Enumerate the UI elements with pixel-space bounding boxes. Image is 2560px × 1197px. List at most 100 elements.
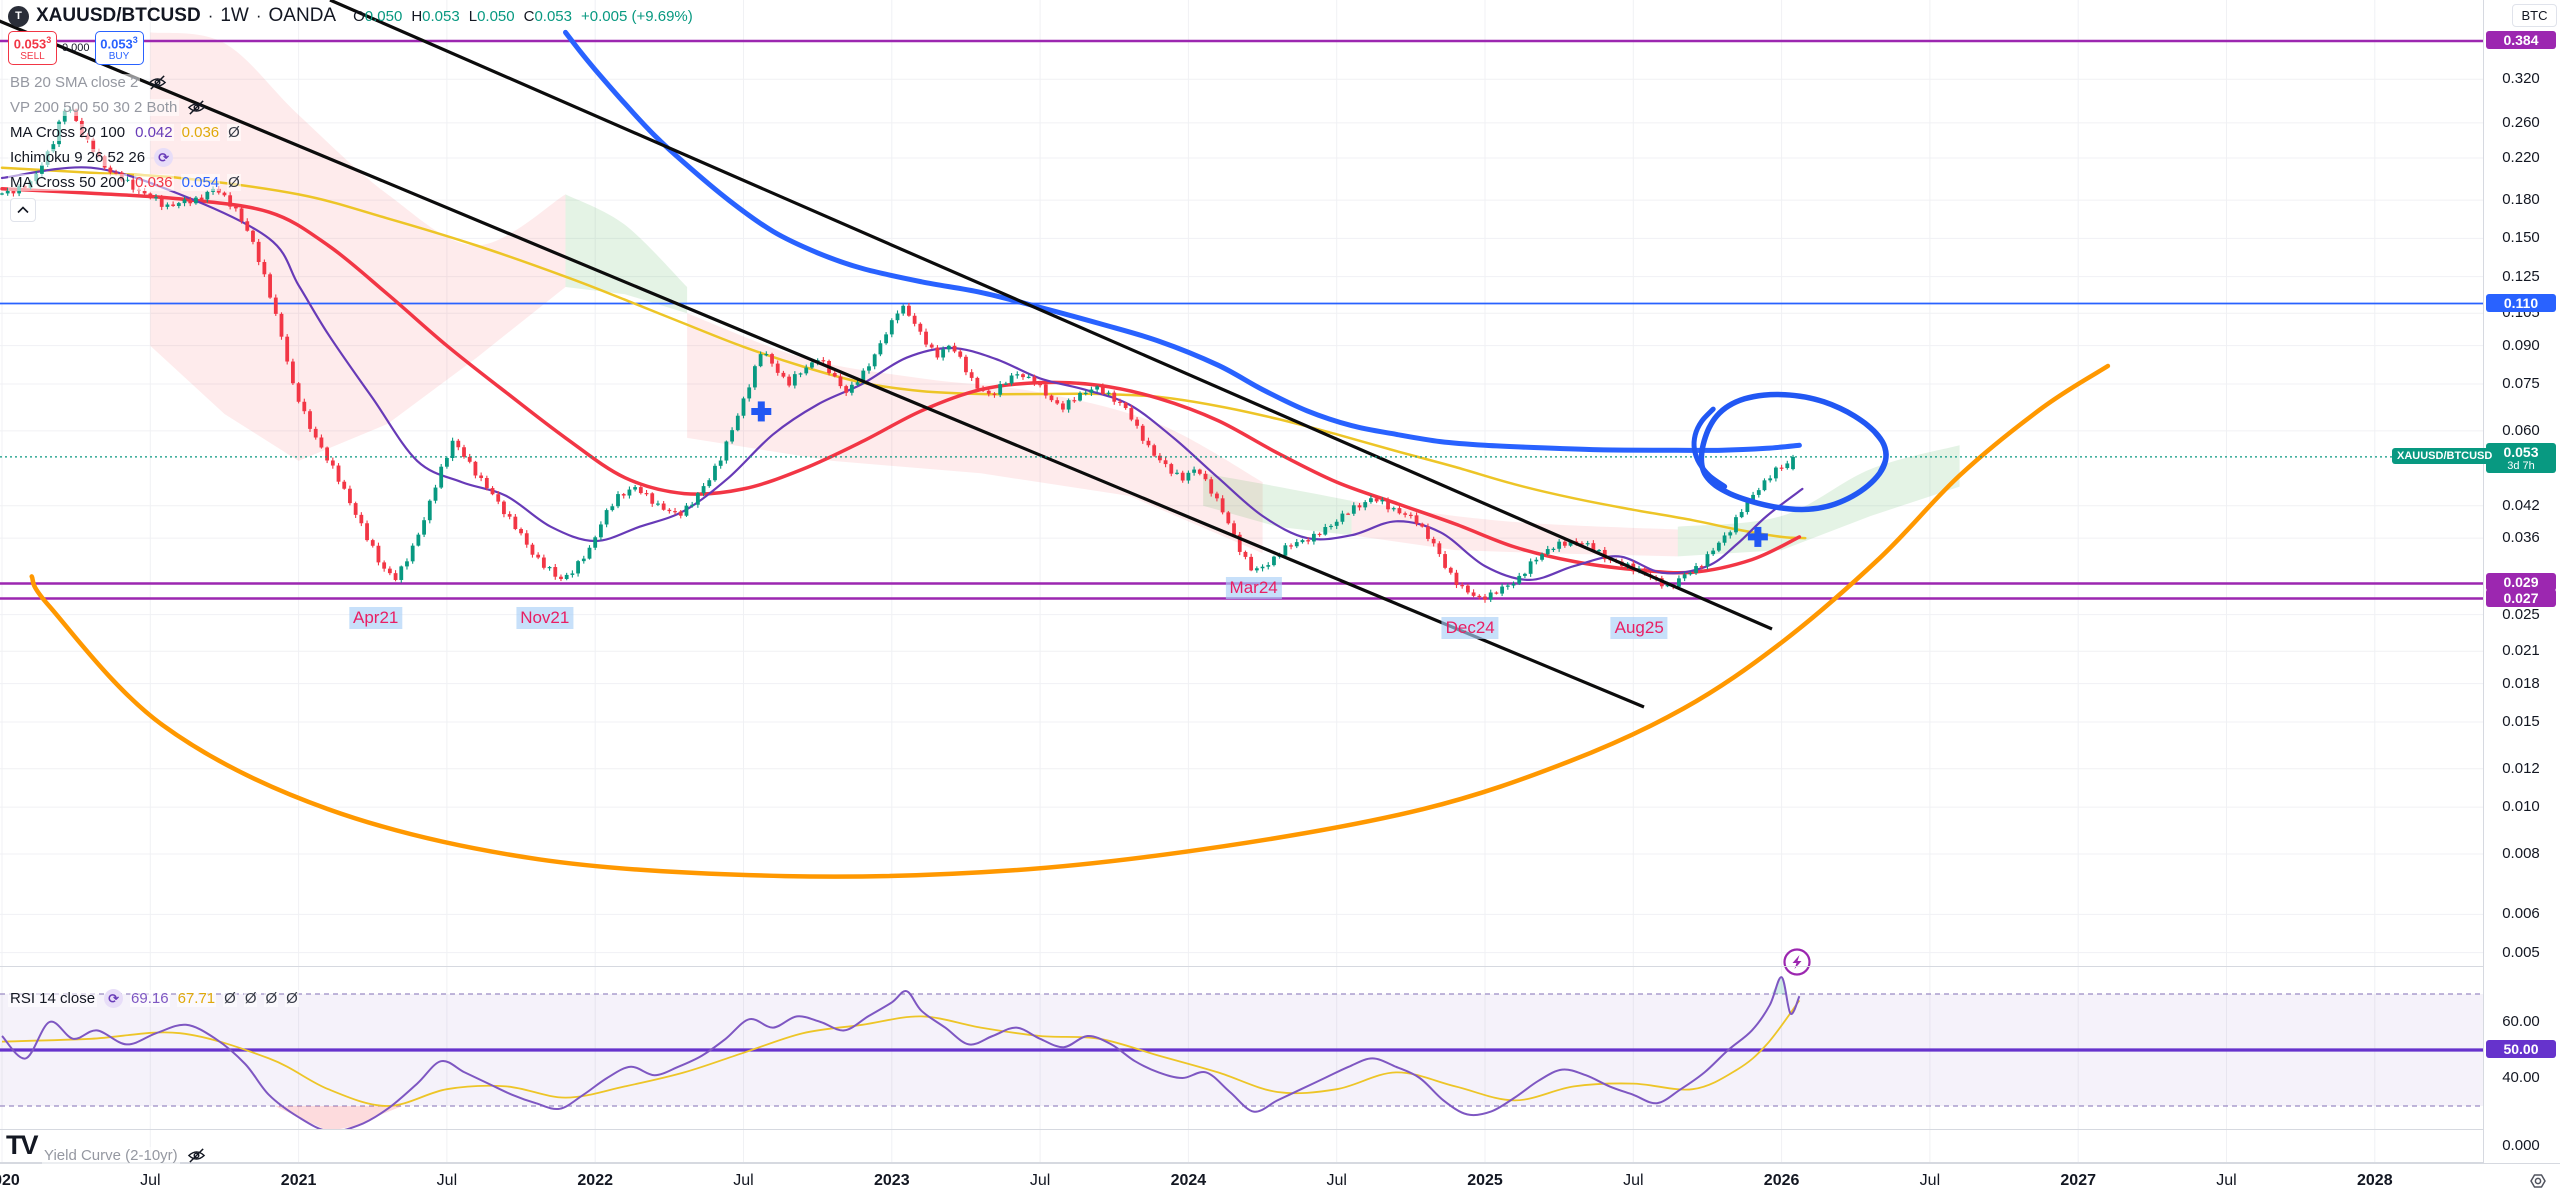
price-tick-label: 0.090 [2502, 336, 2540, 354]
indicator-value: 67.71 [176, 990, 217, 1007]
loading-sync-icon: ⟳ [154, 148, 174, 167]
indicator-name[interactable]: VP 200 500 50 30 2 Both [8, 99, 180, 116]
symbol-name[interactable]: XAUUSD/BTCUSD [36, 5, 201, 26]
price-tick-label: 0.180 [2502, 191, 2540, 209]
indicator-value: Ø [285, 990, 299, 1007]
price-tick-label: 0.012 [2502, 759, 2540, 777]
price-tick-label: 0.036 [2502, 529, 2540, 547]
price-tick-label: 0.021 [2502, 642, 2540, 660]
ma-20-line [0, 166, 1804, 581]
indicator-row[interactable]: MA Cross 20 100 0.042 0.036 Ø [8, 120, 241, 145]
indicator-value: Ø [243, 990, 258, 1007]
price-axis[interactable]: 0.320 0.260 0.220 0.180 0.150 0.125 0.105 0.090… [2483, 0, 2560, 1163]
time-tick-label: Jul [733, 1172, 754, 1189]
open-value: 0.050 [364, 7, 403, 25]
text-annotation-aug25[interactable]: Aug25 [1610, 617, 1668, 639]
ma-cross-marker [1747, 526, 1768, 547]
indicator-row[interactable]: Ichimoku 9 26 52 26 ⟳ [8, 145, 241, 170]
ma-50-line [0, 187, 1802, 575]
indicator-name[interactable]: MA Cross 50 200 [8, 174, 128, 191]
rsi-pane [0, 976, 2483, 1129]
sell-button[interactable]: 0.0533 SELL [8, 31, 57, 66]
indicator-row[interactable]: BB 20 SMA close 2 [8, 70, 241, 95]
symbol-price-flag: XAUUSD/BTCUSD [2392, 447, 2498, 464]
bottom-pane-legend: Yield Curve (2-10yr) [42, 1143, 207, 1168]
price-level-tag: 0.110 [2486, 293, 2556, 312]
indicator-value: Ø [227, 174, 241, 191]
indicator-row[interactable]: RSI 14 close ⟳ 69.16 67.71 Ø Ø Ø Ø [8, 986, 299, 1011]
current-price-tag: 0.053 3d 7h [2486, 442, 2556, 473]
trendline-2[interactable] [329, 0, 1773, 631]
eye-off-icon [187, 100, 206, 115]
change-value: +0.005 (+9.69%) [581, 7, 693, 25]
candlestick-series [0, 106, 1795, 603]
text-annotation-nov21[interactable]: Nov21 [516, 607, 574, 629]
price-tick-label: 0.008 [2502, 844, 2540, 862]
indicator-name[interactable]: Ichimoku 9 26 52 26 [8, 149, 148, 166]
indicator-row[interactable]: VP 200 500 50 30 2 Both [8, 95, 241, 120]
time-tick-label: Jul [1919, 1172, 1941, 1189]
indicator-row[interactable]: Yield Curve (2-10yr) [42, 1143, 207, 1168]
price-tick-label: 0.025 [2502, 605, 2540, 623]
legend: T XAUUSD/BTCUSD · 1W · OANDA O0.050 H0.0… [8, 4, 693, 222]
price-tick-label: 0.042 [2502, 496, 2540, 514]
ichimoku-cloud [687, 313, 1263, 554]
price-tick-label: 0.015 [2502, 712, 2540, 730]
legend-collapse-button[interactable] [10, 198, 36, 222]
time-tick-label: 2025 [1467, 1172, 1503, 1189]
time-tick-label: 2022 [577, 1172, 613, 1189]
indicator-name[interactable]: Yield Curve (2-10yr) [42, 1147, 180, 1164]
price-tick-label: 0.006 [2502, 905, 2540, 923]
symbol-logo-icon: T [8, 5, 29, 27]
indicator-name[interactable]: MA Cross 20 100 [8, 124, 128, 141]
rsi-level-tag: 50.00 [2486, 1040, 2556, 1058]
low-value: 0.050 [477, 7, 515, 25]
indicator-row[interactable]: MA Cross 50 200 0.036 0.054 Ø [8, 170, 241, 195]
time-axis[interactable]: 2020 Jul 2021 Jul 2022 Jul 2023 Jul 2024 Jul 2025 J… [0, 1163, 2560, 1197]
text-annotation-apr21[interactable]: Apr21 [349, 607, 403, 629]
buy-button[interactable]: 0.0533 BUY [94, 31, 144, 66]
visibility-toggle[interactable] [147, 73, 167, 93]
time-tick-label: Jul [2216, 1172, 2237, 1189]
spread-value: 0.000 [62, 42, 90, 55]
currency-toggle-button[interactable]: BTC [2512, 4, 2557, 27]
orange-curve-drawing[interactable] [29, 363, 2111, 879]
time-tick-label: 2026 [1763, 1172, 1800, 1189]
close-value: 0.053 [534, 7, 572, 25]
price-level-tag: 0.384 [2486, 30, 2556, 49]
time-tick-label: 2023 [874, 1172, 910, 1189]
symbol-row[interactable]: T XAUUSD/BTCUSD · 1W · OANDA O0.050 H0.0… [8, 4, 693, 28]
separator-dot: · [255, 6, 262, 25]
indicator-name[interactable]: RSI 14 close [8, 990, 98, 1007]
text-annotation-mar24[interactable]: Mar24 [1225, 577, 1282, 599]
main-pane [0, 0, 2483, 879]
lightning-badge-icon[interactable] [1783, 948, 1811, 976]
time-tick-label: 2027 [2060, 1172, 2096, 1189]
price-tick-label: 0.260 [2502, 113, 2540, 131]
trendline-1[interactable] [0, 0, 1645, 709]
eye-off-icon [148, 75, 167, 90]
visibility-toggle[interactable] [186, 98, 206, 118]
rsi-tick-label: 40.00 [2502, 1069, 2540, 1086]
ellipse-drawing[interactable] [1698, 391, 1889, 513]
time-tick-label: Jul [436, 1172, 458, 1189]
indicator-value: 0.042 [134, 124, 174, 141]
rsi-legend: RSI 14 close ⟳ 69.16 67.71 Ø Ø Ø Ø [8, 986, 299, 1011]
separator-dot: · [207, 6, 214, 25]
price-level-tag: 0.027 [2486, 588, 2556, 607]
countdown-timer: 3d 7h [2507, 459, 2535, 472]
text-annotation-dec24[interactable]: Dec24 [1441, 617, 1499, 639]
axis-settings-icon[interactable] [2528, 1171, 2548, 1196]
visibility-toggle[interactable] [187, 1146, 207, 1166]
indicator-name[interactable]: BB 20 SMA close 2 [8, 74, 141, 91]
indicator-list: BB 20 SMA close 2 VP 200 500 50 30 2 Both… [8, 70, 241, 195]
high-value: 0.053 [422, 7, 460, 25]
ohlc-values: O0.050 H0.053 L0.050 C0.053 +0.005 (+9.6… [353, 7, 693, 25]
interval-label[interactable]: 1W [220, 5, 249, 26]
indicator-value: 0.054 [180, 174, 221, 191]
indicator-value: 69.16 [130, 990, 170, 1007]
indicator-value: Ø [227, 124, 241, 141]
tradingview-logo[interactable]: TV [6, 1130, 38, 1160]
